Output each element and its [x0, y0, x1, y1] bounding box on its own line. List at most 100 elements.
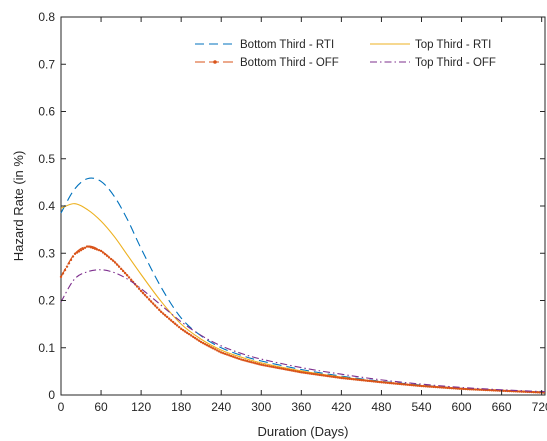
series-marker [63, 268, 67, 272]
series-marker [77, 250, 81, 253]
y-tick-label: 0.4 [38, 199, 55, 213]
series-marker [185, 331, 189, 335]
series-marker [246, 359, 249, 363]
series-marker [304, 371, 307, 375]
series-marker [456, 387, 459, 390]
series-marker [350, 377, 353, 381]
series-marker [222, 351, 225, 355]
series-marker [159, 310, 163, 314]
y-tick-label: 0.7 [38, 57, 55, 71]
series-marker [444, 386, 447, 389]
series-marker [416, 384, 419, 387]
series-marker [143, 294, 147, 297]
y-tick-label: 0.1 [38, 341, 55, 355]
series-marker [488, 388, 491, 392]
series-marker [472, 388, 475, 391]
series-marker [334, 375, 337, 379]
series-marker [442, 386, 445, 389]
x-axis-title: Duration (Days) [257, 424, 348, 439]
series-marker [420, 384, 423, 388]
series-marker [478, 388, 481, 391]
series-marker [75, 251, 79, 254]
series-marker [139, 289, 143, 293]
series-marker [402, 383, 405, 386]
series-marker [302, 371, 305, 374]
series-marker [256, 362, 259, 365]
series-marker [197, 339, 201, 342]
series-marker [400, 382, 403, 386]
series-marker [177, 325, 181, 329]
series-marker [127, 276, 131, 279]
series-marker [326, 374, 329, 378]
series-marker [238, 357, 241, 361]
series-marker [187, 332, 191, 336]
series-marker [254, 362, 257, 365]
series-marker [448, 386, 451, 390]
x-tick-label: 720 [532, 400, 547, 414]
x-tick-label: 180 [171, 400, 191, 414]
series-marker [204, 342, 207, 346]
series-marker [244, 359, 247, 362]
x-tick-label: 0 [58, 400, 65, 414]
series-marker [328, 375, 331, 378]
series-marker [85, 245, 89, 248]
series-marker [268, 365, 271, 368]
series-marker [236, 356, 239, 360]
series-marker [260, 363, 263, 366]
x-tick-label: 300 [251, 400, 271, 414]
y-tick-label: 0.2 [38, 294, 55, 308]
series-marker [508, 389, 511, 393]
series-marker [332, 375, 335, 379]
series-marker [220, 351, 223, 354]
series-marker [452, 387, 455, 390]
series-marker [286, 368, 289, 371]
series-marker [294, 369, 297, 373]
series-marker [518, 390, 521, 393]
legend-marker [213, 60, 217, 64]
series-marker [382, 381, 385, 384]
series-marker [378, 380, 381, 384]
series-marker [79, 248, 83, 252]
series-marker [292, 369, 295, 373]
series-marker [181, 328, 185, 332]
series-marker [212, 347, 215, 350]
series-marker [93, 247, 97, 250]
series-marker [368, 379, 371, 383]
x-tick-label: 480 [371, 400, 391, 414]
series-marker [165, 315, 169, 319]
series-marker [252, 361, 255, 364]
series-marker [81, 247, 85, 251]
series-marker [390, 381, 393, 385]
plot-area [60, 16, 546, 396]
series-marker [169, 319, 173, 322]
series-marker [312, 372, 315, 376]
series-marker [468, 388, 471, 391]
series-marker [396, 382, 399, 385]
series-marker [536, 391, 539, 394]
series-marker [189, 334, 193, 337]
series-marker [123, 271, 127, 275]
series-marker [342, 377, 345, 380]
series-marker [320, 373, 323, 377]
y-tick-label: 0.3 [38, 246, 55, 260]
series-marker [296, 370, 299, 373]
series-marker [358, 378, 361, 382]
series-marker [290, 369, 293, 372]
series-marker [230, 354, 233, 358]
series-marker [502, 389, 505, 393]
series-marker [173, 322, 177, 325]
series-marker [117, 265, 121, 268]
series-marker [462, 387, 465, 391]
series-marker [338, 376, 341, 379]
series-marker [360, 378, 363, 382]
series-marker [234, 356, 237, 359]
series-marker [414, 384, 417, 387]
series-marker [460, 387, 463, 391]
axes-layer: 0 60 120 180 240 300 360 420 480 540 600 660 720 0 0.1… [38, 10, 547, 414]
series-marker [73, 252, 77, 255]
series-marker [418, 384, 421, 388]
series-marker [99, 249, 103, 253]
legend-label: Top Third - RTI [415, 39, 491, 51]
series-marker [434, 385, 437, 389]
